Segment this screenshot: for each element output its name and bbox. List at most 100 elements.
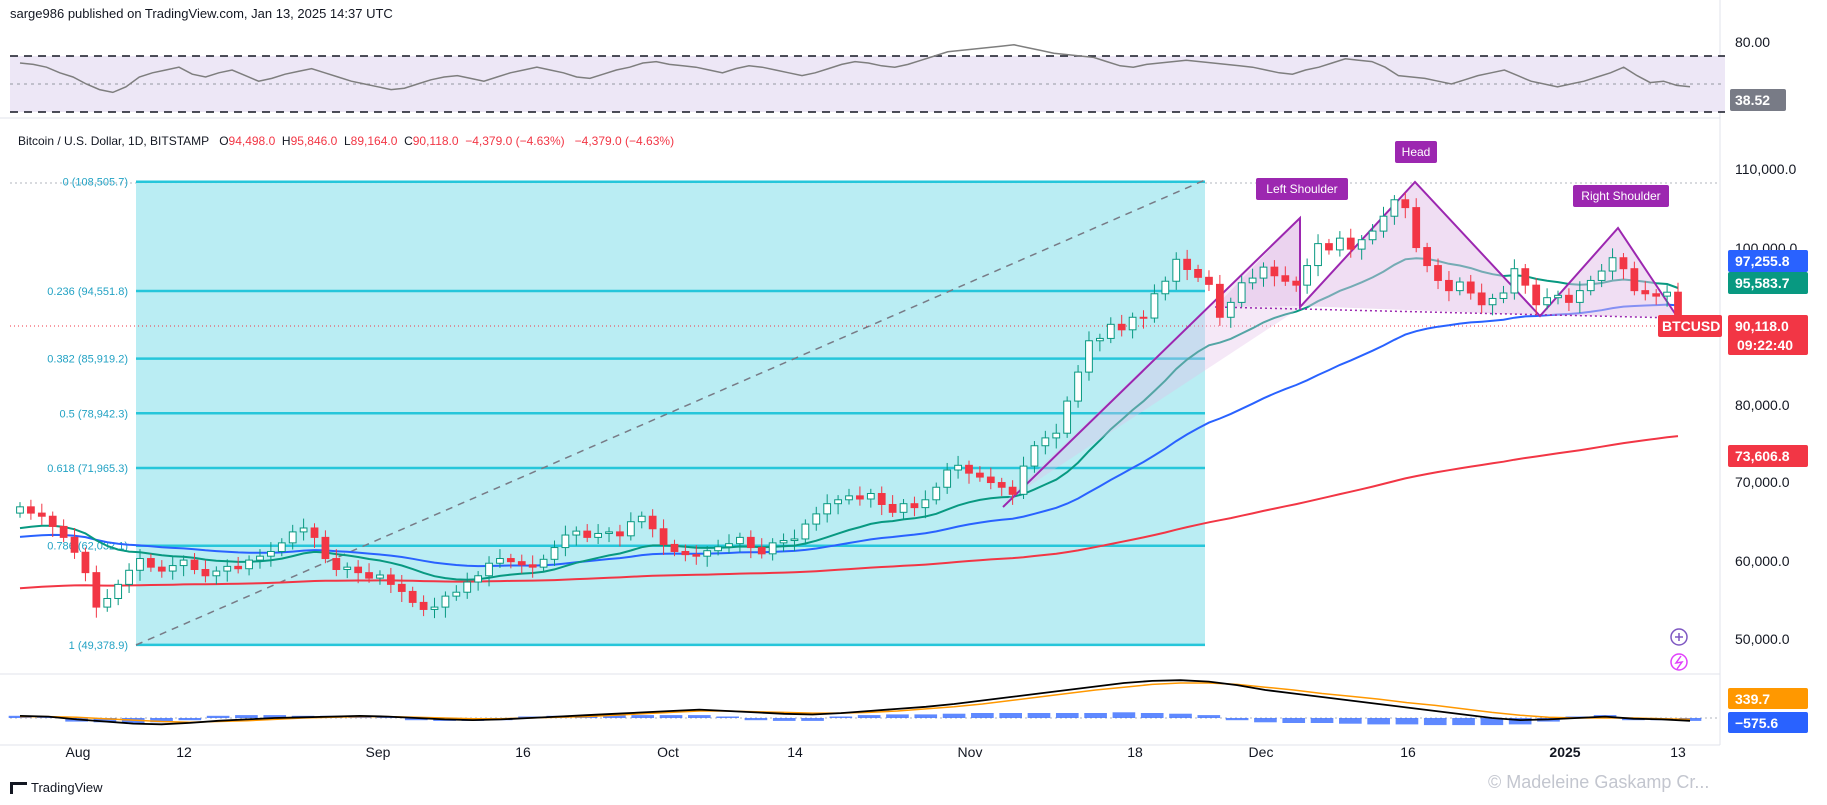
candle	[965, 464, 973, 474]
x-tick-label: 16	[1400, 744, 1416, 760]
left-shoulder-label: Left Shoulder	[1256, 178, 1348, 200]
candle	[310, 527, 319, 538]
fib-level-label: 0 (108,505.7)	[63, 177, 128, 189]
candle	[1335, 237, 1344, 251]
left-shoulder-area	[1215, 218, 1300, 307]
candle	[1434, 265, 1442, 281]
right-shoulder-tag	[1573, 185, 1669, 207]
candle	[1259, 266, 1268, 279]
candle	[1085, 340, 1093, 373]
candle	[147, 558, 155, 568]
candle	[27, 506, 35, 514]
macd-hist-bar	[772, 718, 796, 721]
candle	[277, 542, 286, 552]
candle	[332, 558, 341, 570]
macd-hist-bar	[206, 715, 230, 718]
candle	[1270, 266, 1279, 277]
macd-hist-bar	[603, 715, 626, 718]
macd-hist-bar	[1282, 718, 1306, 723]
fib-level-label: 0.618 (71,965.3)	[47, 463, 128, 475]
candle	[1052, 432, 1061, 439]
candle	[583, 530, 592, 538]
candle	[823, 503, 832, 515]
x-tick-label: Nov	[958, 744, 983, 760]
symbol-tag-text: BTCUSD	[1662, 318, 1720, 334]
macd-hist-bar	[1169, 713, 1192, 718]
candle	[1466, 281, 1475, 294]
x-tick-label: Aug	[66, 744, 91, 760]
candle	[441, 595, 450, 608]
candle	[1019, 465, 1028, 495]
fib-levels: 0 (108,505.7) 0.236 (94,551.8) 0.382 (85,9…	[47, 177, 1205, 652]
candle	[725, 543, 733, 548]
macd-hist-bar	[829, 716, 853, 718]
candle	[288, 531, 297, 544]
candle	[910, 503, 919, 509]
macd-hist-bar	[1254, 718, 1277, 723]
candle	[245, 559, 253, 570]
candle	[1554, 294, 1562, 299]
candle	[1074, 371, 1082, 402]
candle	[1205, 276, 1213, 285]
macd-hist-bar	[1508, 718, 1532, 725]
candle	[1575, 290, 1584, 303]
candle	[1423, 247, 1431, 267]
candle	[866, 493, 875, 500]
candle	[1368, 230, 1377, 241]
candle	[1357, 239, 1366, 250]
macd-signal-tag	[1728, 688, 1808, 709]
candle	[1194, 268, 1202, 278]
candle	[1063, 400, 1072, 434]
macd-signal-value: 339.7	[1735, 691, 1770, 707]
watermark: © Madeleine Gaskamp Cr...	[1488, 772, 1710, 792]
candle	[976, 472, 984, 478]
macd-hist-bar	[801, 718, 824, 721]
candle	[452, 591, 461, 597]
candle	[386, 574, 395, 585]
candle	[1292, 280, 1301, 286]
candle	[637, 515, 646, 523]
candle	[136, 558, 144, 571]
candle	[1390, 199, 1399, 217]
candle	[1248, 277, 1257, 284]
ema-50-line	[19, 303, 1679, 568]
macd-hist-bar	[1027, 713, 1051, 718]
candle	[1597, 270, 1606, 281]
macd-hist-bar	[971, 713, 994, 718]
add-alert-icon[interactable]	[1670, 628, 1688, 646]
candle	[1096, 337, 1104, 342]
candle	[986, 476, 995, 484]
x-tick-label: Oct	[657, 744, 679, 760]
head-shoulders-pattern	[1002, 180, 1679, 508]
macd-hist-bar	[178, 718, 202, 721]
macd-hist-bar	[886, 714, 909, 718]
time-axis[interactable]: Aug 12 Sep 16 Oct 14 Nov 18 Dec 16 2025 …	[0, 744, 1720, 760]
candle	[1161, 280, 1170, 295]
candle	[1521, 268, 1530, 286]
candle	[790, 538, 799, 542]
y-tick-label: 110,000.0	[1735, 161, 1796, 177]
ema-50-tag	[1728, 250, 1808, 272]
candle	[714, 546, 722, 552]
candle	[125, 569, 133, 585]
candle	[1106, 323, 1115, 339]
right-shoulder-text: Right Shoulder	[1581, 189, 1660, 203]
candle	[212, 570, 221, 577]
lightning-icon[interactable]	[1670, 653, 1688, 671]
candle	[1663, 291, 1671, 297]
candle	[779, 540, 788, 544]
open-value: 94,498.0	[228, 134, 276, 148]
candle	[659, 528, 668, 545]
footer-brand[interactable]: TradingView	[10, 780, 103, 795]
price-axis[interactable]: 80.00 38.52 110,000.0 100,000.0 80,000.0…	[1658, 34, 1808, 733]
macd-hist-bar	[263, 715, 287, 718]
candle	[1630, 268, 1639, 292]
macd-line	[19, 679, 1691, 726]
candle	[506, 558, 515, 563]
macd-hist-bar	[1225, 718, 1249, 721]
fib-level-label: 0.786 (62,032.1)	[47, 541, 128, 553]
high-label: H	[281, 134, 291, 148]
y-tick-label: 80,000.0	[1735, 397, 1790, 413]
head-area	[1300, 182, 1540, 315]
